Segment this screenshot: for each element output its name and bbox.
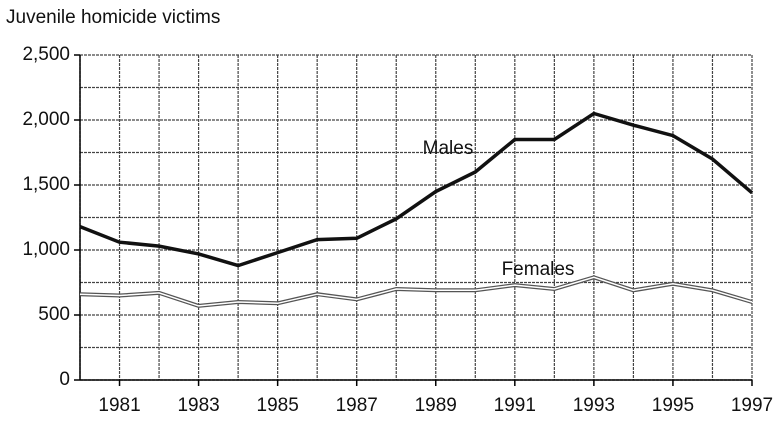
x-tick-label: 1995 <box>652 395 694 416</box>
y-tick-label: 1,000 <box>22 239 70 260</box>
x-tick-label: 1991 <box>494 395 536 416</box>
x-tick-label: 1981 <box>98 395 140 416</box>
line <box>79 275 753 308</box>
series-label: Males <box>423 138 474 159</box>
y-axis-title: Juvenile homicide victims <box>6 7 220 28</box>
x-tick-label: 1983 <box>177 395 219 416</box>
y-tick-label: 2,500 <box>22 44 70 65</box>
line <box>79 111 754 268</box>
line-inner <box>79 276 753 307</box>
y-tick-label: 0 <box>59 369 70 390</box>
series-label: Females <box>502 259 575 280</box>
y-tick-label: 2,000 <box>22 109 70 130</box>
y-tick-label: 500 <box>38 304 70 325</box>
x-tick-label: 1989 <box>415 395 457 416</box>
x-tick-label: 1987 <box>336 395 378 416</box>
x-tick-label: 1997 <box>731 395 773 416</box>
x-tick-label: 1985 <box>257 395 299 416</box>
y-tick-label: 1,500 <box>22 174 70 195</box>
x-tick-label: 1993 <box>573 395 615 416</box>
